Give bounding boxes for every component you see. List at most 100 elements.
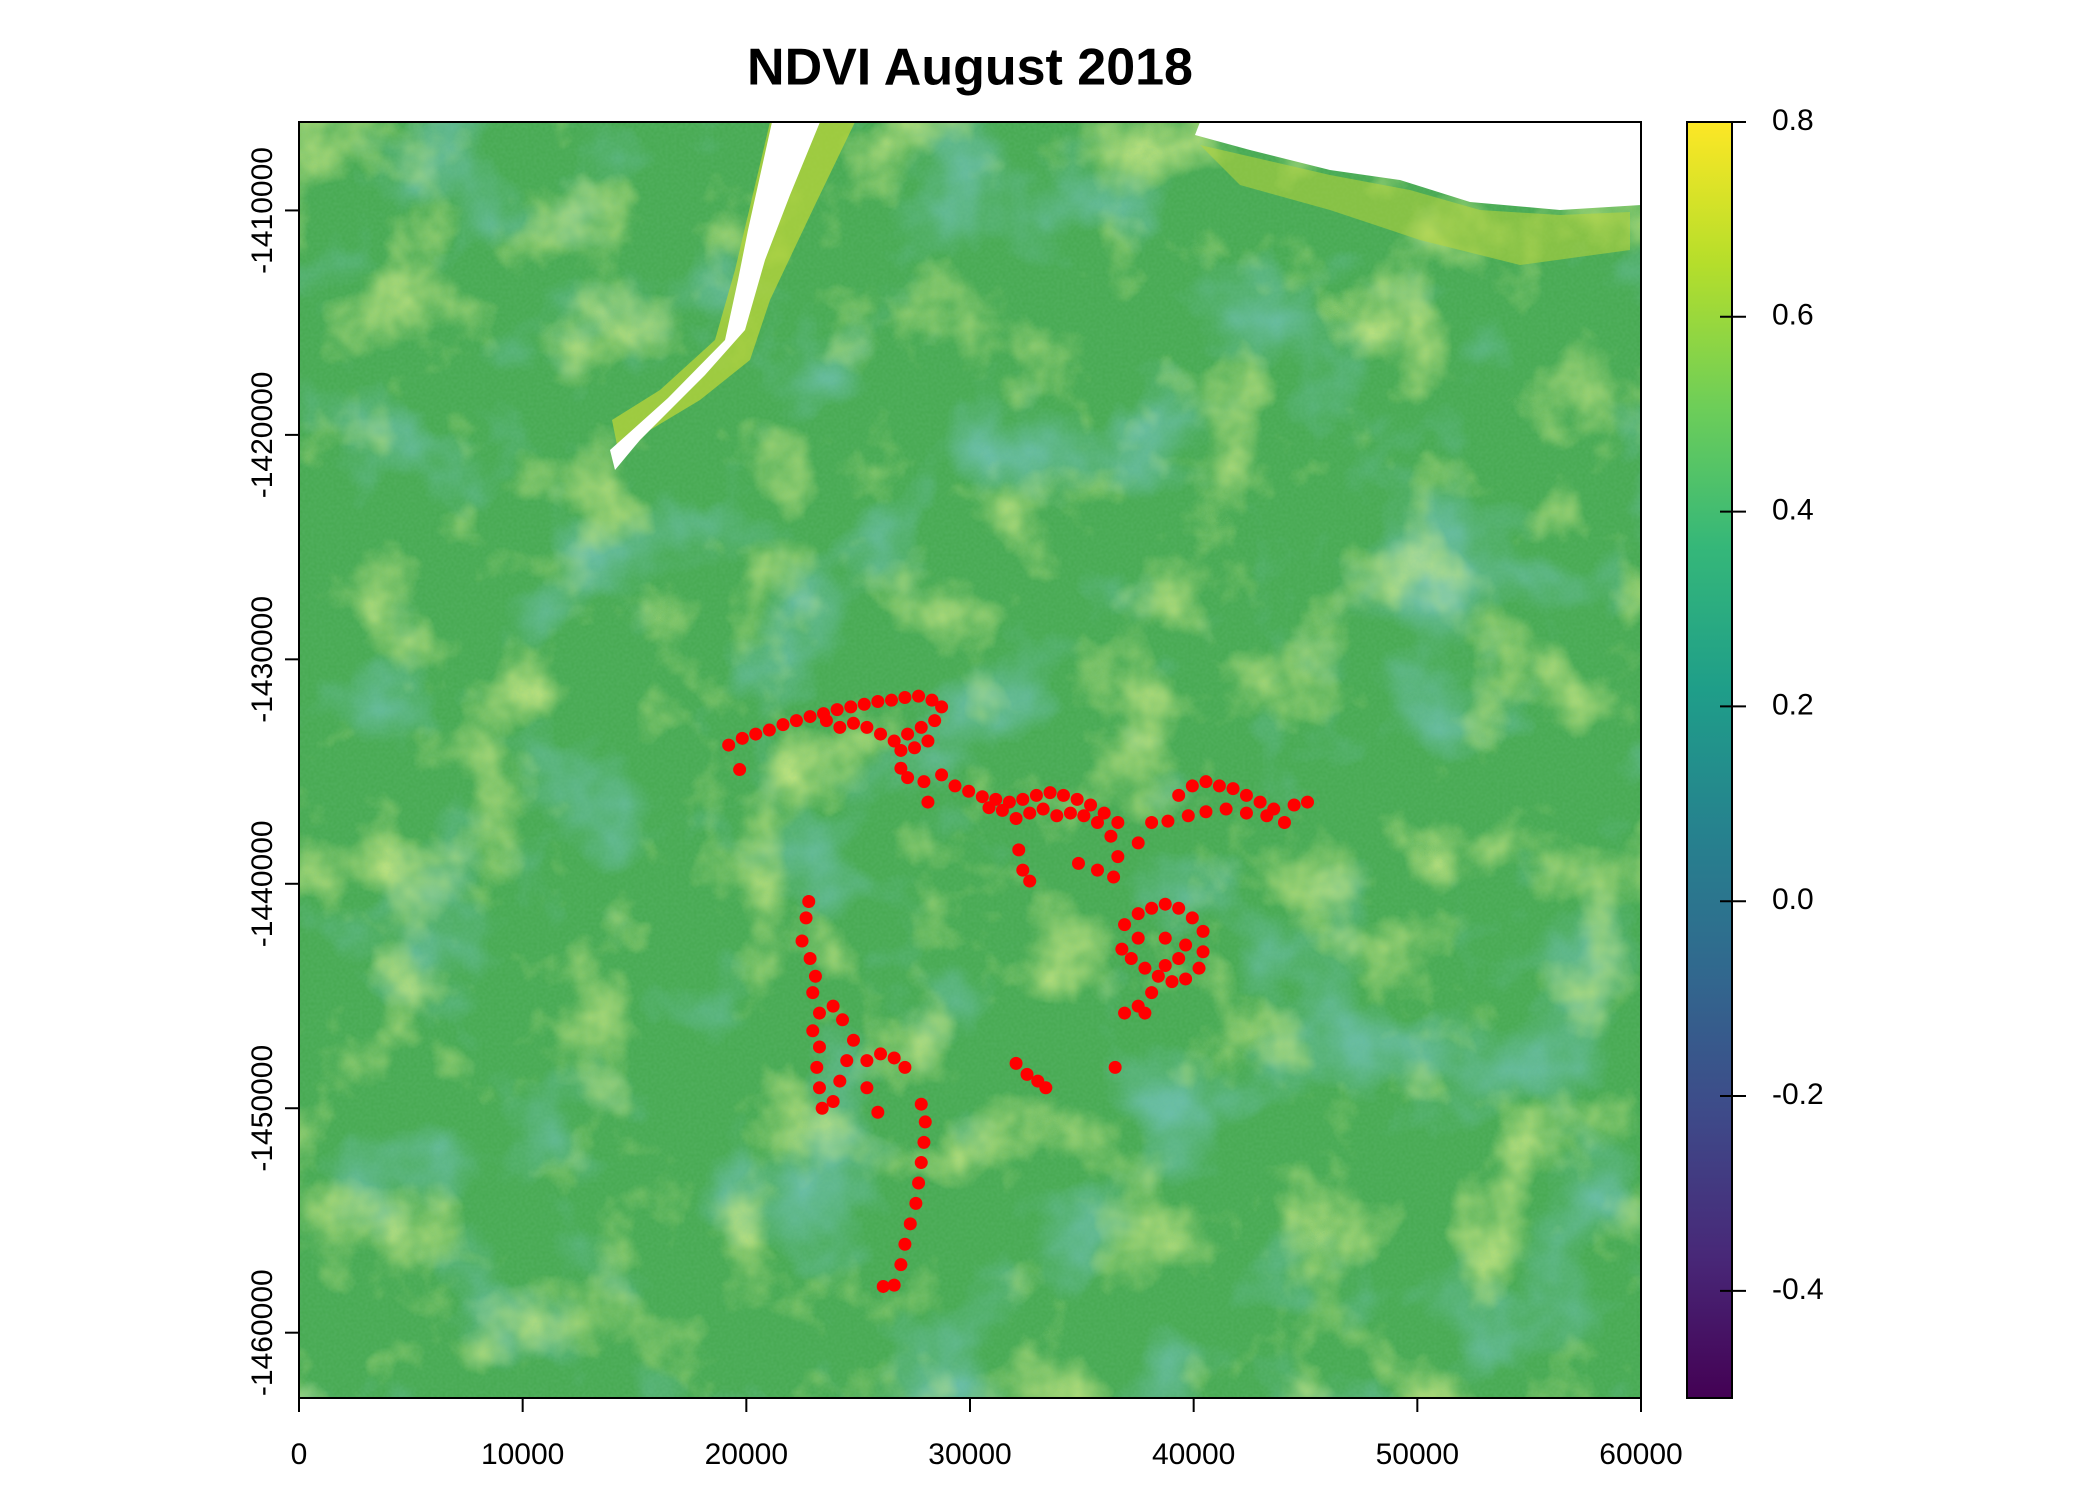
point [1151,969,1165,983]
point [833,1074,847,1088]
point [1056,788,1070,802]
point [914,1097,928,1111]
y-tick-label: -1460000 [246,1269,279,1396]
point [1107,870,1121,884]
point [1131,836,1145,850]
point [1253,795,1267,809]
point [948,779,962,793]
point [1239,806,1253,820]
y-tick-label: -1430000 [246,596,279,723]
x-tick-label: 10000 [481,1438,564,1471]
point [1212,779,1226,793]
point [1104,829,1118,843]
point [874,1047,888,1061]
point [921,734,935,748]
point [1138,961,1152,975]
point [1185,779,1199,793]
point [1043,786,1057,800]
point [799,911,813,925]
point [812,1040,826,1054]
point [874,727,888,741]
point [860,720,874,734]
point [1172,901,1186,915]
point [806,986,820,1000]
point [1145,901,1159,915]
point [894,743,908,757]
point [1172,788,1186,802]
colorbar-tick-label: 0.4 [1772,494,1814,527]
point [917,1135,931,1149]
point [1090,863,1104,877]
point [860,1054,874,1068]
colorbar [1686,121,1733,1399]
point [894,761,908,775]
point [876,1279,890,1293]
colorbar-tick-label: 0.6 [1772,299,1814,332]
point [912,689,926,703]
point [1172,952,1186,966]
y-tick-label: -1450000 [246,1045,279,1172]
point [1131,907,1145,921]
point [812,1006,826,1020]
point [1179,938,1193,952]
point [1118,1006,1132,1020]
point [918,1115,932,1129]
point [887,1051,901,1065]
point [733,763,747,777]
point [846,716,860,730]
point [836,1013,850,1027]
point [1023,806,1037,820]
point [928,714,942,728]
x-tick-label: 30000 [928,1438,1011,1471]
point [789,714,803,728]
point [1192,961,1206,975]
point [898,1237,912,1251]
point [887,734,901,748]
point [1084,798,1098,812]
point [840,1054,854,1068]
point [1239,788,1253,802]
x-tick-label: 20000 [705,1438,788,1471]
point [1097,806,1111,820]
point [1050,809,1064,823]
point [826,999,840,1013]
point [1219,802,1233,816]
point [912,1176,926,1190]
point [917,775,931,789]
point [1012,843,1026,857]
point [1165,975,1179,989]
point [935,768,949,782]
point [1090,816,1104,830]
point [735,731,749,745]
point [810,1060,824,1074]
point [1009,1056,1023,1070]
point [1145,816,1159,830]
point [898,1060,912,1074]
point [1226,782,1240,796]
point [1016,792,1030,806]
point [1158,931,1172,945]
point [1111,816,1125,830]
point [1131,931,1145,945]
point [1181,809,1195,823]
y-tick-label: -1420000 [246,371,279,498]
point [1199,775,1213,789]
point [1138,1006,1152,1020]
point [901,771,915,785]
y-tick-label: -1440000 [246,820,279,947]
point [833,720,847,734]
point [808,969,822,983]
point [1009,811,1023,825]
point [722,738,736,752]
colorbar-tick-label: -0.2 [1772,1078,1824,1111]
point [1029,788,1043,802]
colorbar-tick-label: -0.4 [1772,1273,1824,1306]
point [806,1024,820,1038]
point [925,693,939,707]
point [901,727,915,741]
colorbar-tick-label: 0.2 [1772,688,1814,721]
point [1124,952,1138,966]
point [1161,814,1175,828]
point [1077,809,1091,823]
